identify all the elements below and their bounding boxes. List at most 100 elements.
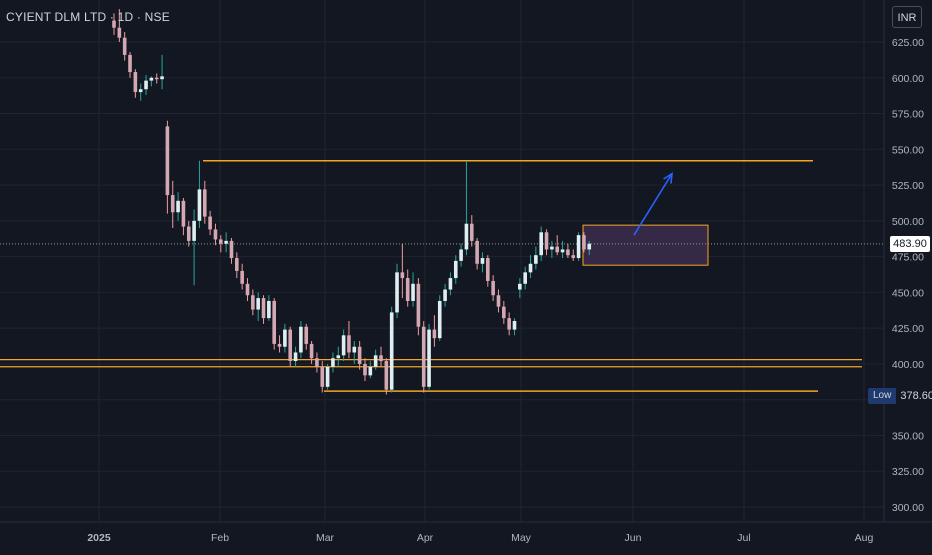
candle-body: [213, 229, 218, 240]
y-tick-label: 350.00: [892, 430, 924, 442]
candle-body: [261, 298, 266, 319]
candle-body: [144, 80, 148, 90]
x-tick-label: Apr: [417, 532, 434, 544]
candle-body: [208, 216, 212, 230]
candle-body: [133, 72, 138, 93]
x-tick-label: Jul: [737, 532, 750, 544]
candle-body: [550, 246, 554, 250]
candle-body: [363, 363, 367, 376]
candle-body: [416, 283, 421, 327]
candle-body: [181, 200, 186, 227]
consolidation-box: [582, 224, 709, 266]
candle-body: [357, 346, 362, 364]
candle-body: [331, 358, 335, 367]
candle-body: [437, 300, 442, 339]
candle-body: [373, 355, 378, 367]
candle-body: [587, 243, 592, 250]
candle-body: [320, 366, 325, 387]
candle-body: [496, 295, 501, 307]
candle-body: [352, 346, 357, 353]
candle-body: [384, 361, 389, 390]
candle-body: [219, 239, 223, 244]
candle-body: [400, 272, 405, 279]
candle-body: [453, 260, 458, 279]
x-tick-label: Aug: [855, 532, 874, 544]
candle-body: [160, 76, 164, 80]
candle-body: [229, 240, 234, 259]
candle-body: [443, 289, 447, 301]
candle-body: [576, 235, 581, 259]
candle-body: [165, 126, 170, 196]
candle-body: [534, 255, 538, 264]
candle-body: [480, 258, 485, 264]
y-tick-label: 525.00: [892, 180, 924, 192]
candle-body: [464, 223, 469, 250]
candle-body: [128, 54, 132, 73]
candle-body: [582, 235, 586, 250]
candle-body: [267, 300, 271, 319]
candle-body: [245, 283, 250, 296]
projection-arrow: [633, 173, 673, 236]
candle-body: [224, 240, 228, 244]
candles: [112, 9, 592, 395]
candle-body: [202, 189, 207, 217]
candle-body: [507, 318, 511, 330]
candle-body: [475, 240, 479, 264]
candle-body: [299, 326, 303, 353]
low-price-tag: Low 378.60: [868, 388, 932, 404]
grid-lines: [0, 0, 884, 522]
candle-body: [523, 272, 527, 284]
candle-body: [256, 298, 260, 310]
candle-body: [571, 255, 576, 259]
y-tick-label: 475.00: [892, 252, 924, 264]
y-tick-label: 300.00: [892, 502, 924, 514]
x-tick-label: 2025: [87, 532, 111, 544]
x-tick-label: May: [511, 532, 532, 544]
candle-body: [405, 278, 410, 301]
candle-body: [138, 89, 143, 93]
x-tick-label: Jun: [625, 532, 642, 544]
candle-body: [186, 226, 191, 241]
y-tick-label: 325.00: [892, 466, 924, 478]
candle-body: [170, 195, 175, 213]
candle-body: [251, 295, 255, 310]
candle-body: [544, 232, 549, 250]
candle-body: [411, 283, 415, 301]
candle-body: [368, 366, 373, 376]
candle-body: [448, 278, 453, 290]
low-label: Low: [868, 388, 897, 404]
y-tick-label: 425.00: [892, 323, 924, 335]
candle-body: [325, 366, 330, 387]
y-tick-label: 625.00: [892, 37, 924, 49]
drawing-layer[interactable]: [0, 160, 884, 392]
candle-body: [528, 263, 533, 273]
candle-body: [347, 335, 351, 353]
candle-body: [389, 312, 394, 390]
candle-body: [117, 27, 122, 38]
candle-body: [555, 246, 560, 253]
candle-body: [379, 355, 383, 362]
candle-body: [277, 343, 282, 347]
candle-body: [288, 329, 293, 362]
y-tick-label: 450.00: [892, 287, 924, 299]
candle-body: [486, 258, 490, 281]
candle-body: [469, 223, 474, 241]
candle-body: [502, 306, 506, 319]
candle-body: [560, 249, 565, 253]
candle-body: [122, 37, 127, 55]
last-price-label: 483.90: [890, 236, 930, 252]
candle-body: [566, 249, 570, 256]
currency-button[interactable]: INR: [892, 6, 922, 28]
projection-arrowhead: [663, 172, 673, 184]
candle-body: [272, 300, 276, 344]
candle-body: [341, 335, 346, 356]
chart-title: CYIENT DLM LTD · 1D · NSE: [6, 10, 170, 24]
candle-body: [283, 329, 287, 347]
candle-body: [421, 326, 426, 387]
candle-body: [427, 329, 431, 387]
candle-body: [395, 272, 399, 313]
candle-body: [197, 189, 202, 221]
